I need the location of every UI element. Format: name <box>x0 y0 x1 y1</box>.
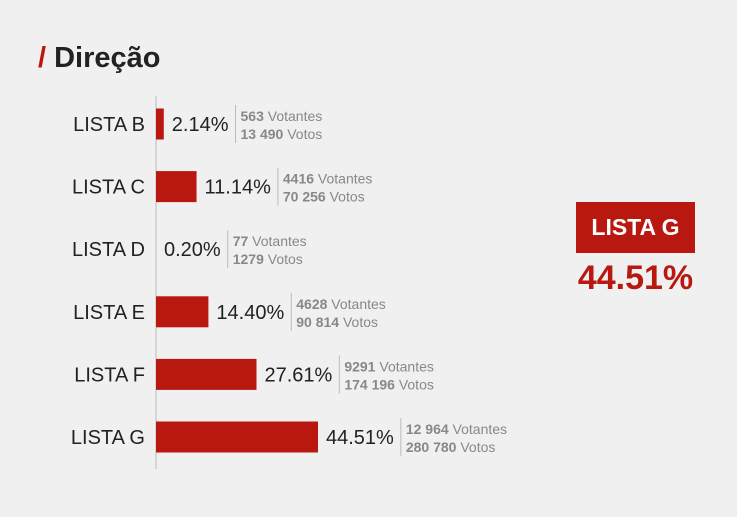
category-label: LISTA B <box>73 114 145 136</box>
category-label: LISTA D <box>72 239 145 261</box>
votes-label: 280 780 Votos <box>406 439 496 455</box>
votes-label: 174 196 Votos <box>344 376 434 392</box>
value-label: 2.14% <box>172 114 229 136</box>
page-title: / Direção <box>38 40 160 76</box>
votes-label: 13 490 Votos <box>241 126 323 142</box>
value-label: 27.61% <box>264 364 332 386</box>
category-label: LISTA F <box>74 364 145 386</box>
winner-badge: LISTA G <box>576 202 695 253</box>
winner-percentage: 44.51% <box>577 259 694 297</box>
value-label: 11.14% <box>205 177 272 199</box>
bar <box>156 421 318 453</box>
category-label: LISTA C <box>72 177 145 199</box>
category-label: LISTA E <box>73 302 145 324</box>
voters-label: 12 964 Votantes <box>406 421 507 437</box>
title-slash: / <box>38 42 47 74</box>
title-text: Direção <box>54 42 161 74</box>
value-label: 14.40% <box>216 302 284 324</box>
value-label: 0.20% <box>164 239 221 261</box>
voters-label: 563 Votantes <box>241 108 323 124</box>
bar <box>156 108 164 140</box>
bar <box>156 358 257 390</box>
votes-label: 70 256 Votos <box>283 189 365 205</box>
voters-label: 77 Votantes <box>233 233 307 249</box>
category-label: LISTA G <box>71 427 145 449</box>
votes-label: 1279 Votos <box>233 251 303 267</box>
bar <box>156 171 197 203</box>
votes-label: 90 814 Votos <box>296 314 378 330</box>
voters-label: 4628 Votantes <box>296 296 386 312</box>
voters-label: 9291 Votantes <box>344 358 434 374</box>
winner-label: LISTA G <box>591 214 680 240</box>
voters-label: 4416 Votantes <box>283 171 373 187</box>
bar <box>156 296 209 328</box>
value-label: 44.51% <box>326 427 394 449</box>
